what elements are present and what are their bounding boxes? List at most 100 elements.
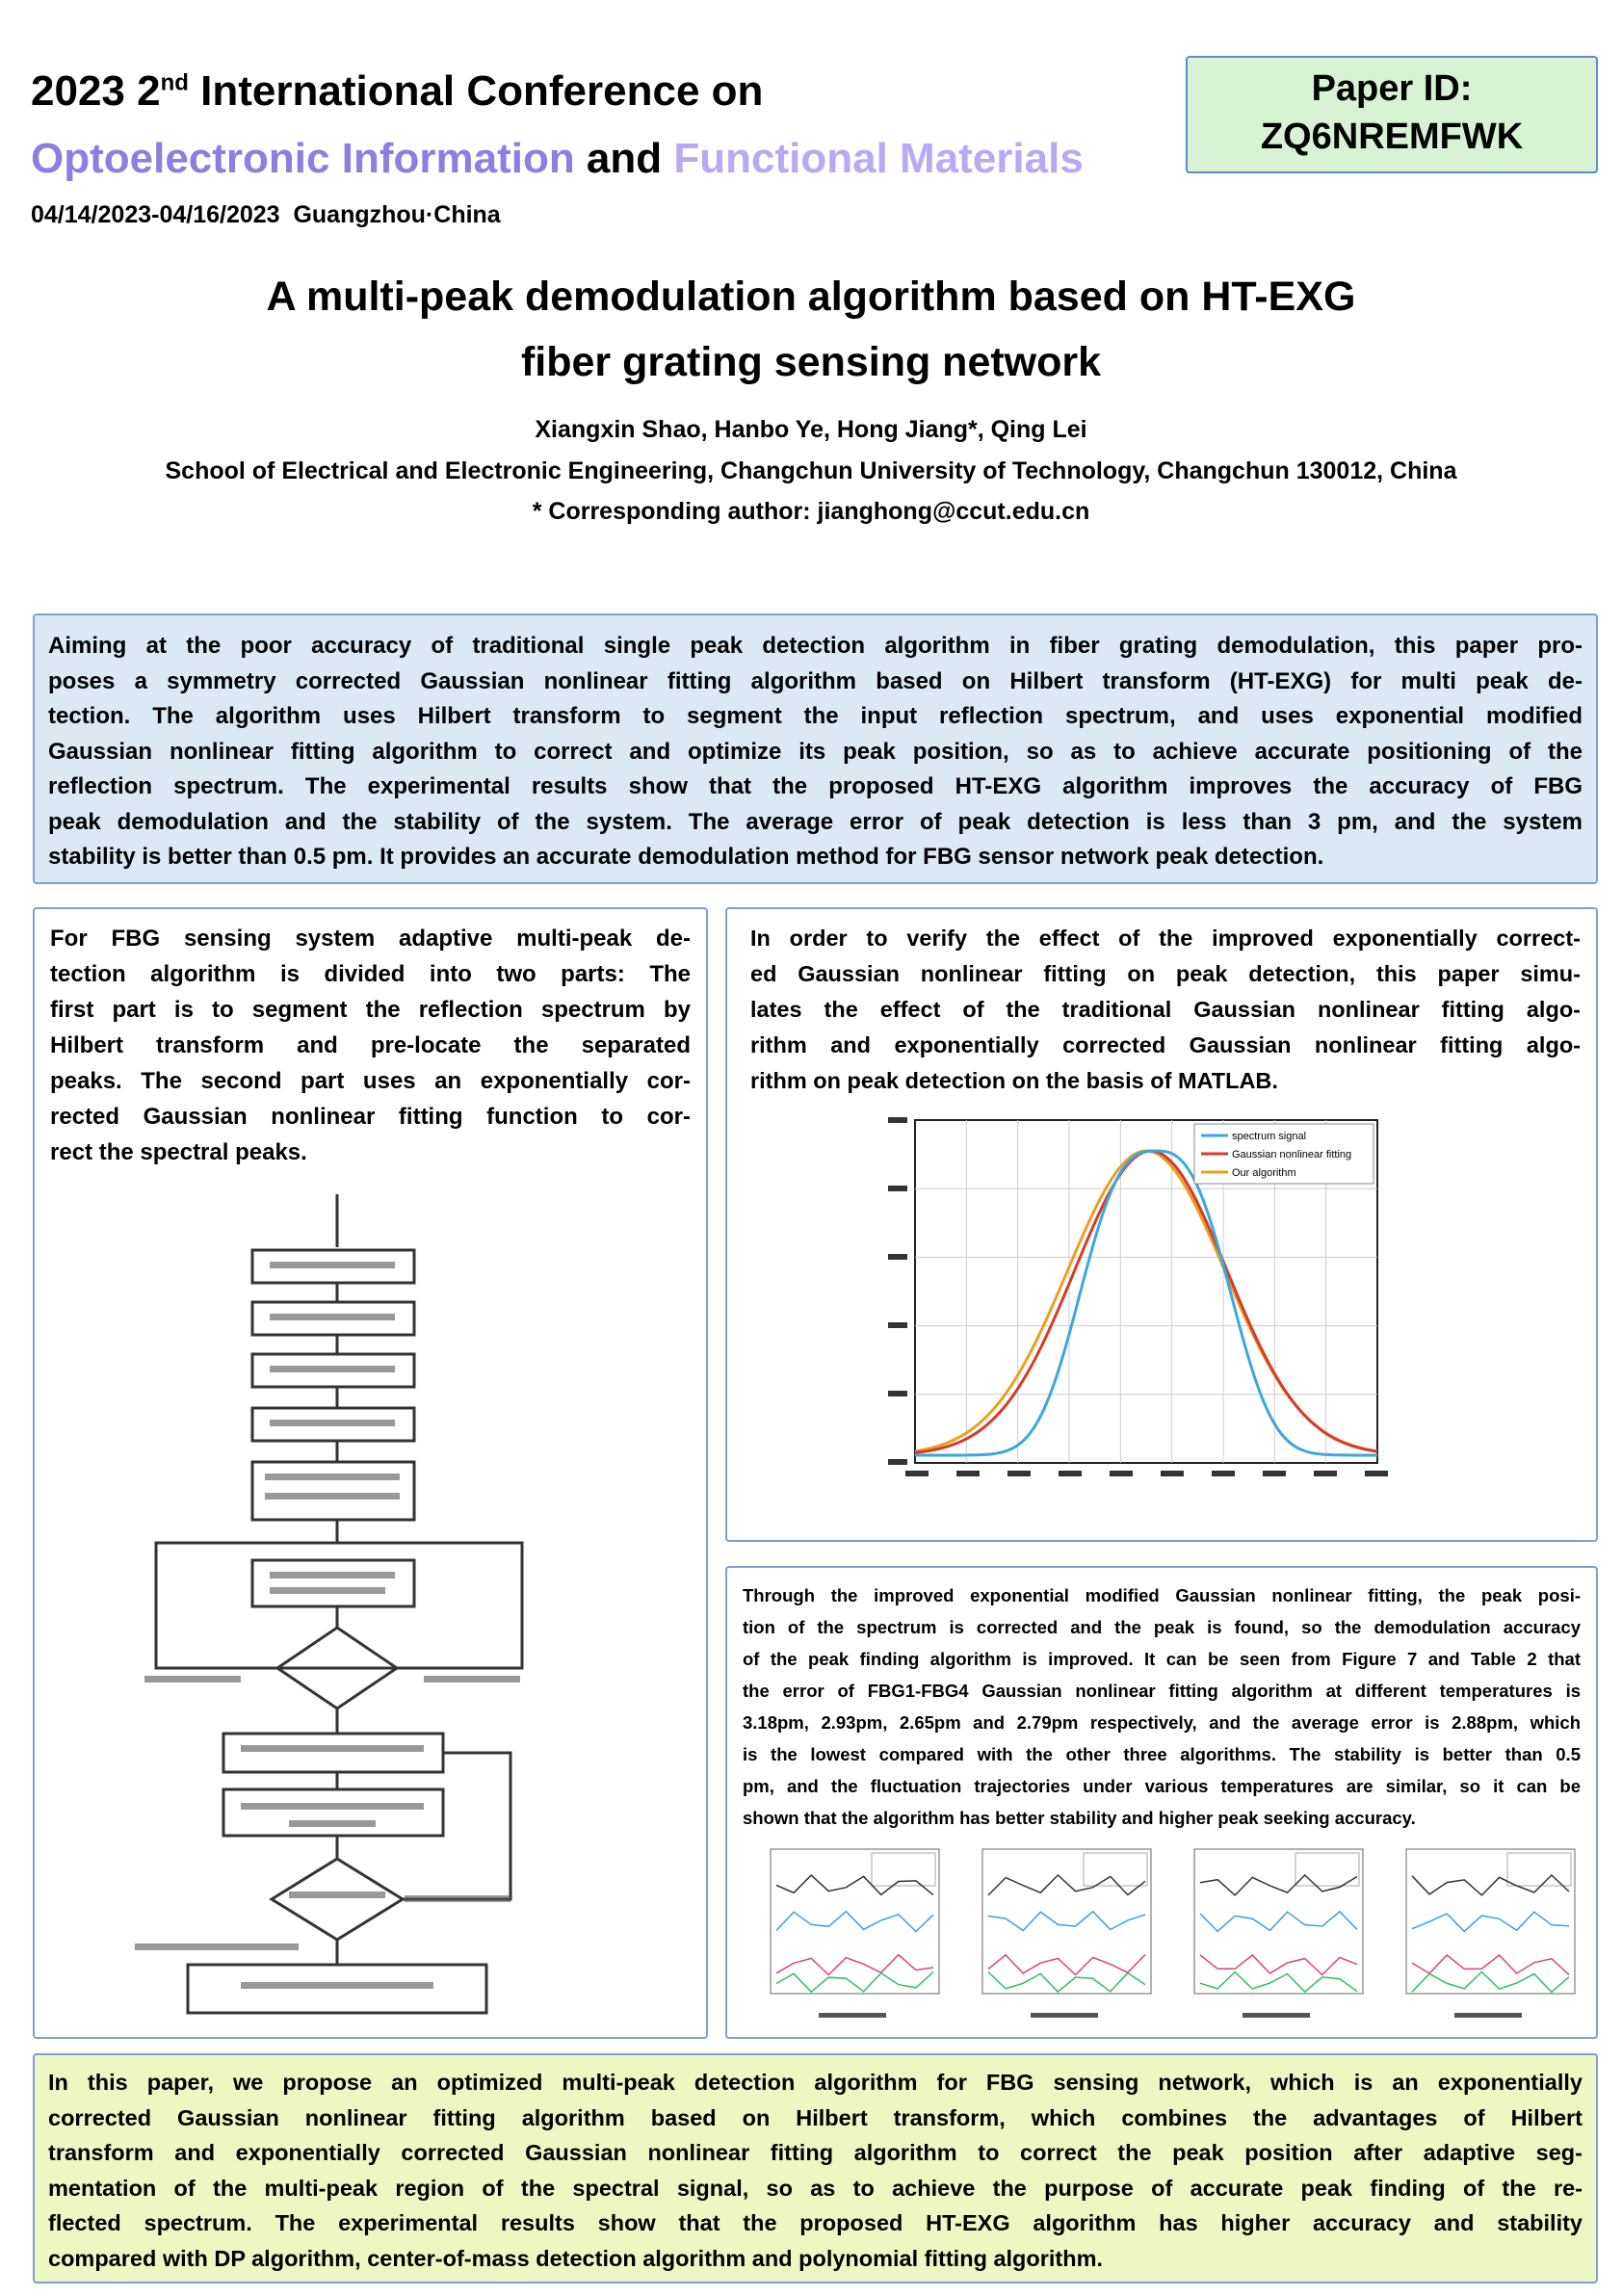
spectrum-curve <box>915 1149 1377 1457</box>
mini-series <box>775 1910 934 1933</box>
flow-step <box>250 1300 416 1337</box>
mini-series <box>1411 1911 1570 1933</box>
conf-text: International Conference on <box>188 67 764 115</box>
text-line: tion of the spectrum is corrected and th… <box>743 1617 1581 1637</box>
tick-label-blur <box>888 1391 907 1396</box>
flow-step <box>250 1248 416 1285</box>
affiliation: School of Electrical and Electronic Engi… <box>165 457 1457 484</box>
legend-label: spectrum signal <box>1232 1131 1306 1142</box>
paper-id-label: Paper ID: <box>1311 68 1473 109</box>
text-line: tection. The algorithm uses Hilbert tran… <box>48 703 1583 729</box>
text-line: is the lowest compared with the other th… <box>743 1744 1581 1764</box>
tick-label-blur <box>1365 1471 1388 1476</box>
paper-title: fiber grating sensing network <box>520 339 1102 385</box>
mini-series <box>987 1873 1146 1896</box>
text-line: ed Gaussian nonlinear fitting on peak de… <box>750 961 1581 986</box>
flow-label-blur <box>424 1676 520 1683</box>
flow-label-blur <box>270 1587 385 1594</box>
conf-text: 2023 2 <box>31 67 161 115</box>
text-line: rithm and exponentially corrected Gaussi… <box>750 1032 1581 1057</box>
text-line: mentation of the multi-peak region of th… <box>48 2175 1583 2201</box>
text-line: For FBG sensing system adaptive multi-pe… <box>50 926 691 952</box>
conclusion-box: In this paper, we propose an optimized m… <box>33 2053 1598 2283</box>
paper-id: ZQ6NREMFWK <box>1260 117 1524 157</box>
mini-series <box>987 1953 1146 1976</box>
legend-label: Gaussian nonlinear fitting <box>1232 1149 1351 1161</box>
paper-title: A multi-peak demodulation algorithm base… <box>266 274 1356 320</box>
flow-label-blur <box>265 1474 400 1480</box>
conf-sup: nd <box>160 69 189 96</box>
tick-label-blur <box>1059 1471 1082 1476</box>
text-line: lates the effect of the traditional Gaus… <box>750 997 1581 1022</box>
text-line: In order to verify the effect of the imp… <box>750 926 1581 951</box>
abstract-box: Aiming at the poor accuracy of tradition… <box>33 613 1598 884</box>
tick-label-blur <box>905 1471 929 1476</box>
flow-label-blur <box>289 1820 376 1827</box>
text-line: corrected Gaussian nonlinear fitting alg… <box>48 2104 1583 2130</box>
flow-label-blur <box>405 1895 510 1902</box>
mini-axis-blur <box>819 2013 886 2018</box>
conf-text: and <box>574 135 674 182</box>
text-line: Through the improved exponential modifie… <box>743 1585 1581 1605</box>
text-line: Gaussian nonlinear fitting algorithm to … <box>48 738 1583 765</box>
flow-step <box>250 1460 416 1522</box>
text-line: rithm on peak detection on the basis of … <box>750 1068 1278 1093</box>
text-line: first part is to segment the reflection … <box>50 997 691 1023</box>
flow-label-blur <box>241 1982 433 1989</box>
flow-label-blur <box>270 1314 395 1320</box>
corresponding-author: * Corresponding author: jianghong@ccut.e… <box>532 498 1090 525</box>
text-line: 3.18pm, 2.93pm, 2.65pm and 2.79pm respec… <box>743 1712 1581 1733</box>
tick-label-blur <box>956 1471 980 1476</box>
text-line: compared with DP algorithm, center-of-ma… <box>48 2245 1104 2271</box>
flow-step <box>222 1732 445 1774</box>
authors: Xiangxin Shao, Hanbo Ye, Hong Jiang*, Qi… <box>535 416 1087 443</box>
mini-series <box>1199 1910 1358 1933</box>
tick-label-blur <box>1212 1471 1235 1476</box>
tick-label-blur <box>1110 1471 1133 1476</box>
text-line: poses a symmetry corrected Gaussian nonl… <box>48 667 1583 694</box>
mini-series <box>1199 1873 1358 1896</box>
flow-decision <box>269 1857 406 1942</box>
text-line: reflection spectrum. The experimental re… <box>48 773 1583 799</box>
text-line: flected spectrum. The experimental resul… <box>48 2210 1583 2236</box>
text-line: rected Gaussian nonlinear fitting functi… <box>50 1104 691 1130</box>
flow-label-blur <box>270 1366 395 1372</box>
tick-label-blur <box>1314 1471 1337 1476</box>
flow-label-blur <box>289 1892 385 1898</box>
tick-label-blur <box>1007 1471 1031 1476</box>
tick-label-blur <box>888 1117 907 1123</box>
mini-legend <box>1295 1852 1360 1887</box>
text-line: of the peak finding algorithm is improve… <box>743 1649 1581 1669</box>
abstract-text: Aiming at the poor accuracy of tradition… <box>48 629 1583 875</box>
conference-line2: Optoelectronic Information and Functiona… <box>31 135 1084 183</box>
flow-label-blur <box>270 1420 395 1426</box>
mini-series <box>775 1874 934 1896</box>
paper-id-box: Paper ID: ZQ6NREMFWK <box>1186 56 1598 173</box>
mini-series <box>775 1953 934 1976</box>
results-text: Through the improved exponential modifie… <box>743 1579 1581 1834</box>
conf-topic: Functional Materials <box>673 135 1084 182</box>
tick-label-blur <box>1263 1471 1286 1476</box>
method-box: For FBG sensing system adaptive multi-pe… <box>33 907 708 2039</box>
flow-label-blur <box>270 1262 395 1268</box>
mini-axis-blur <box>1454 2013 1522 2018</box>
flow-step <box>222 1787 445 1838</box>
date-place: 04/14/2023-04/16/2023 Guangzhou·China <box>31 201 501 228</box>
tick-label-blur <box>888 1254 907 1260</box>
text-line: rect the spectral peaks. <box>50 1139 307 1165</box>
text-line: peaks. The second part uses an exponenti… <box>50 1068 691 1094</box>
mini-series <box>1411 1873 1570 1896</box>
text-line: peak demodulation and the stability of t… <box>48 808 1583 835</box>
flow-label-blur <box>241 1745 424 1752</box>
tick-label-blur <box>1161 1471 1184 1476</box>
mini-axis-blur <box>1031 2013 1098 2018</box>
simulation-box: In order to verify the effect of the imp… <box>725 907 1598 1542</box>
method-text: For FBG sensing system adaptive multi-pe… <box>50 921 691 1170</box>
simulation-text: In order to verify the effect of the imp… <box>750 921 1581 1099</box>
flow-arrow <box>403 1751 512 1901</box>
conf-topic: Optoelectronic Information <box>31 135 575 182</box>
flow-label-blur <box>270 1572 395 1578</box>
mini-series <box>1199 1953 1358 1976</box>
text-line: transform and exponentially corrected Ga… <box>48 2140 1583 2166</box>
flow-label-blur <box>265 1493 400 1500</box>
